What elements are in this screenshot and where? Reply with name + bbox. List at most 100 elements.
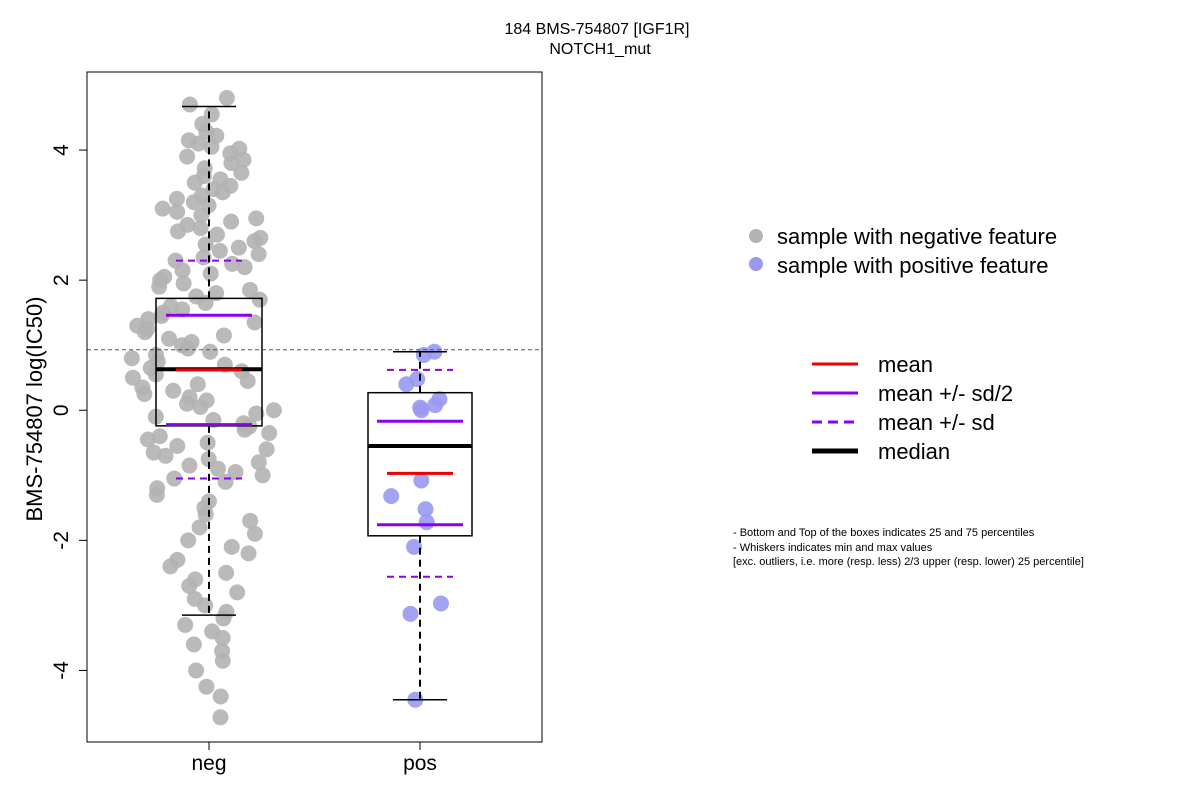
legend-neg-marker bbox=[749, 229, 763, 243]
x-tick-label-pos: pos bbox=[403, 752, 437, 775]
data-point-neg bbox=[168, 190, 185, 207]
legend-half-sd-label: mean +/- sd/2 bbox=[878, 381, 1013, 406]
data-point-neg bbox=[258, 441, 275, 458]
data-point-neg bbox=[223, 538, 240, 555]
data-point-neg bbox=[180, 532, 197, 549]
chart-title: 184 BMS-754807 [IGF1R] bbox=[505, 21, 690, 38]
data-point-neg bbox=[215, 327, 232, 344]
data-point-neg bbox=[212, 688, 229, 705]
data-point-neg bbox=[233, 164, 250, 181]
data-point-neg bbox=[223, 155, 240, 172]
points-legend: sample with negative feature sample with… bbox=[749, 224, 1057, 278]
data-point-pos bbox=[398, 376, 415, 393]
legend-median-label: median bbox=[878, 439, 950, 464]
data-point-neg bbox=[195, 249, 212, 266]
notes: - Bottom and Top of the boxes indicates … bbox=[733, 527, 1084, 568]
data-point-neg bbox=[236, 259, 253, 276]
data-point-neg bbox=[246, 314, 263, 331]
data-point-neg bbox=[214, 629, 231, 646]
data-point-neg bbox=[202, 265, 219, 282]
data-point-pos bbox=[406, 538, 423, 555]
data-point-neg bbox=[211, 242, 228, 259]
data-point-neg bbox=[148, 486, 165, 503]
box-pos bbox=[367, 391, 473, 537]
data-point-neg bbox=[241, 281, 258, 298]
data-point-neg bbox=[185, 636, 202, 653]
y-tick-label: 4 bbox=[50, 144, 73, 156]
data-point-neg bbox=[188, 662, 205, 679]
data-point-neg bbox=[202, 343, 219, 360]
data-point-neg bbox=[197, 294, 214, 311]
data-point-neg bbox=[223, 213, 240, 230]
data-point-pos bbox=[417, 501, 434, 518]
data-point-neg bbox=[251, 291, 268, 308]
data-point-neg bbox=[246, 233, 263, 250]
data-point-pos bbox=[402, 605, 419, 622]
data-point-neg bbox=[137, 324, 154, 341]
data-point-neg bbox=[208, 285, 225, 302]
data-point-neg bbox=[198, 678, 215, 695]
data-point-neg bbox=[157, 447, 174, 464]
data-point-neg bbox=[151, 278, 168, 295]
data-point-neg bbox=[169, 223, 186, 240]
data-point-pos bbox=[413, 402, 430, 419]
y-tick-label: 2 bbox=[50, 274, 73, 286]
data-point-neg bbox=[209, 460, 226, 477]
data-point-neg bbox=[192, 220, 209, 237]
data-point-neg bbox=[248, 210, 265, 227]
data-point-neg bbox=[254, 467, 271, 484]
data-point-neg bbox=[174, 301, 191, 318]
data-point-neg bbox=[190, 135, 207, 152]
data-point-pos bbox=[432, 595, 449, 612]
legend-sd-label: mean +/- sd bbox=[878, 410, 995, 435]
data-point-pos bbox=[413, 472, 430, 489]
y-tick-label: 0 bbox=[50, 404, 73, 416]
points-layer bbox=[123, 90, 449, 726]
data-point-pos bbox=[418, 514, 435, 531]
data-point-neg bbox=[214, 184, 231, 201]
data-point-neg bbox=[154, 200, 171, 217]
plot-frame bbox=[86, 71, 543, 743]
lines-legend: mean mean +/- sd/2 mean +/- sd median bbox=[812, 352, 1013, 464]
axes-layer: -4 -2 0 2 4 neg pos bbox=[50, 144, 437, 775]
data-point-neg bbox=[165, 382, 182, 399]
data-point-neg bbox=[193, 207, 210, 224]
data-point-neg bbox=[153, 307, 170, 324]
data-point-neg bbox=[166, 470, 183, 487]
data-point-neg bbox=[239, 372, 256, 389]
data-point-neg bbox=[181, 96, 198, 113]
data-point-neg bbox=[227, 464, 244, 481]
y-tick-label: -2 bbox=[50, 531, 73, 550]
legend-mean-label: mean bbox=[878, 352, 933, 377]
data-point-neg bbox=[161, 330, 178, 347]
data-point-neg bbox=[189, 376, 206, 393]
data-point-neg bbox=[136, 385, 153, 402]
data-point-neg bbox=[191, 519, 208, 536]
y-axis-label: BMS-754807 log(IC50) bbox=[22, 296, 47, 521]
data-point-neg bbox=[217, 473, 234, 490]
data-point-neg bbox=[246, 525, 263, 542]
data-point-neg bbox=[181, 457, 198, 474]
x-tick-label-neg: neg bbox=[191, 752, 226, 775]
note-line-1: - Bottom and Top of the boxes indicates … bbox=[733, 527, 1035, 539]
data-point-neg bbox=[242, 512, 259, 529]
data-point-neg bbox=[169, 438, 186, 455]
data-point-pos bbox=[383, 488, 400, 505]
note-line-3: [exc. outliers, i.e. more (resp. less) 2… bbox=[733, 556, 1084, 568]
data-point-neg bbox=[240, 545, 257, 562]
legend-neg-label: sample with negative feature bbox=[777, 224, 1057, 249]
data-point-neg bbox=[218, 564, 235, 581]
data-point-neg bbox=[235, 151, 252, 168]
data-point-neg bbox=[177, 616, 194, 633]
note-line-2: - Whiskers indicates min and max values bbox=[733, 542, 933, 554]
data-point-neg bbox=[214, 652, 231, 669]
data-point-neg bbox=[179, 148, 196, 165]
data-point-neg bbox=[218, 90, 235, 107]
data-point-neg bbox=[250, 246, 267, 263]
data-point-neg bbox=[192, 399, 209, 415]
data-point-neg bbox=[139, 431, 156, 448]
chart-subtitle: NOTCH1_mut bbox=[549, 41, 651, 58]
data-point-neg bbox=[212, 709, 229, 726]
data-point-neg bbox=[229, 584, 246, 601]
legend-pos-marker bbox=[749, 257, 763, 271]
